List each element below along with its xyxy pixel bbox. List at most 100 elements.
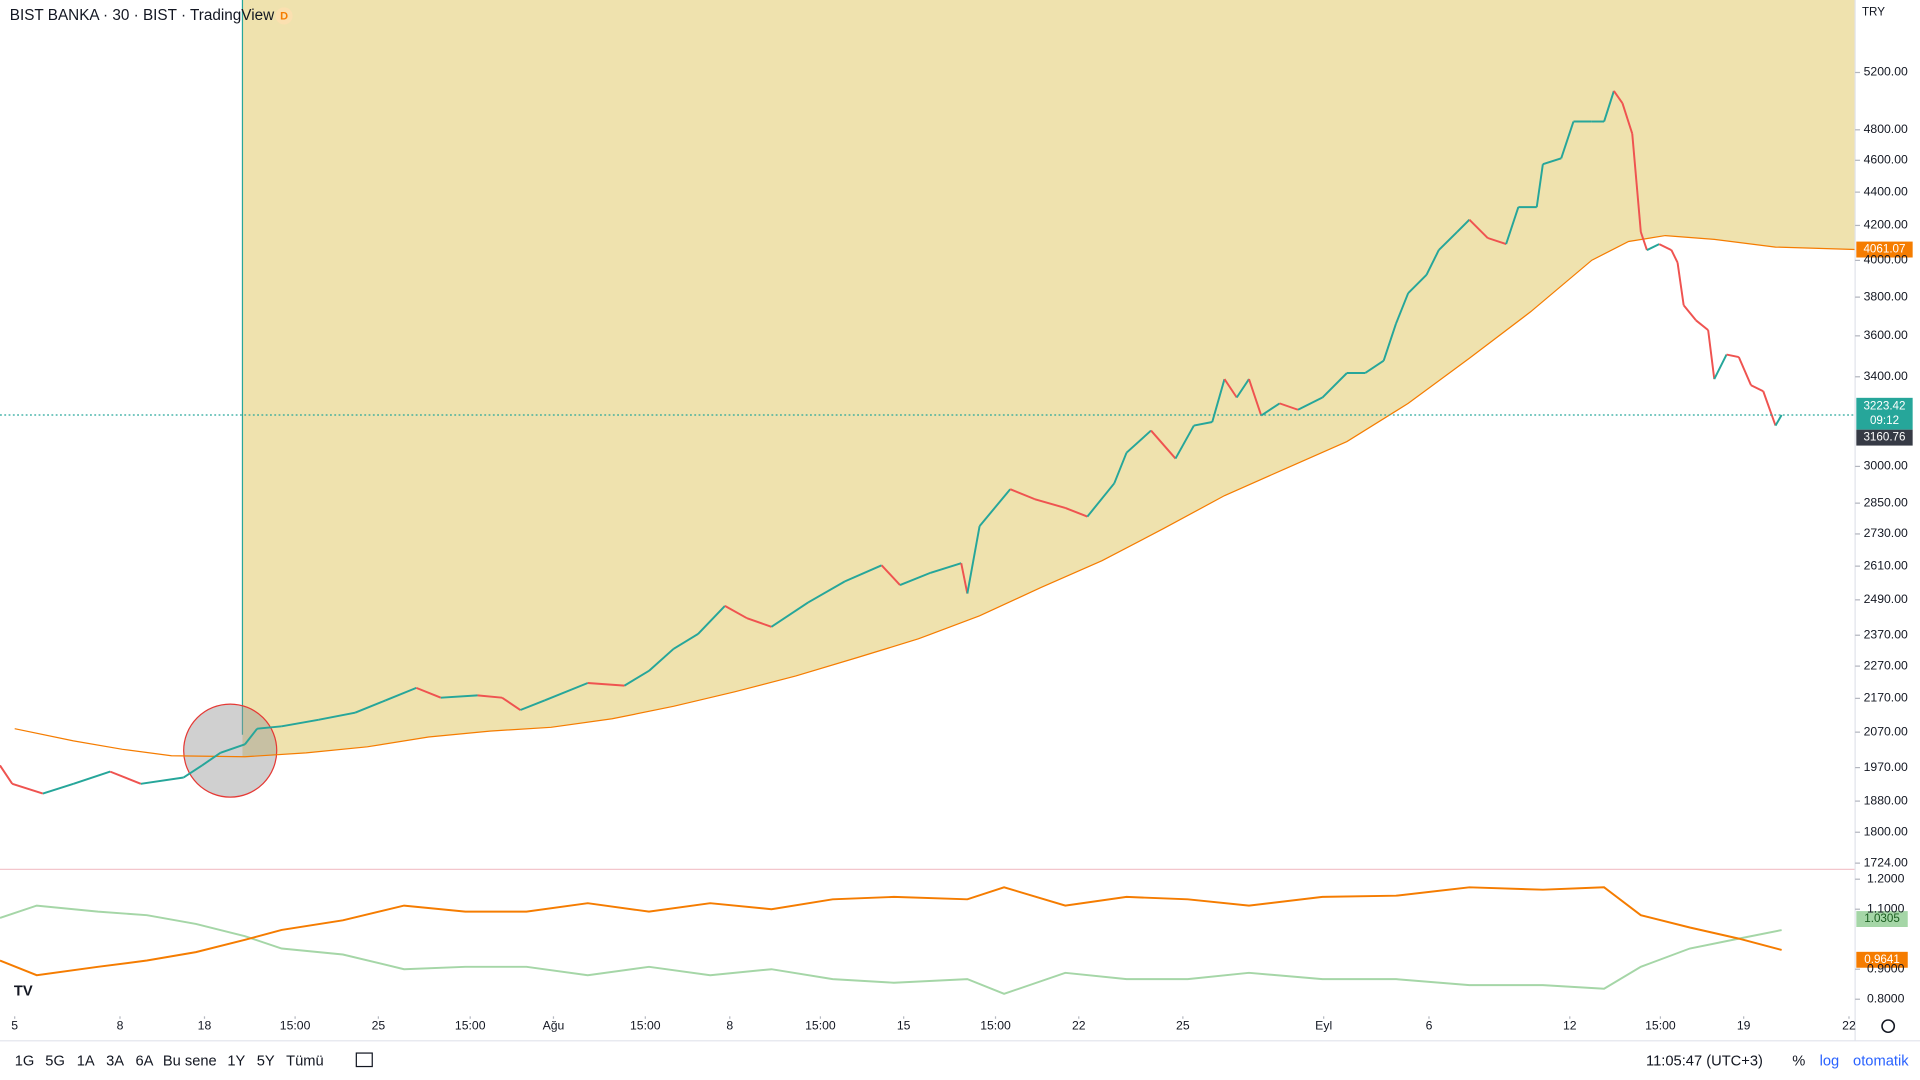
price-segment xyxy=(11,782,44,795)
y-tick-label: 3600.00 xyxy=(1864,328,1908,342)
indicator-label: 0.9641 xyxy=(1864,953,1900,966)
price-segment xyxy=(930,562,962,574)
low-price-label: 3160.76 xyxy=(1863,431,1905,444)
y-tick-label: 1.2000 xyxy=(1867,871,1905,885)
price-segment xyxy=(1382,323,1397,362)
x-tick-label: 22 xyxy=(1842,1018,1856,1032)
highlight-circle xyxy=(183,703,278,798)
price-segment xyxy=(520,699,546,711)
range-button[interactable]: 5G xyxy=(45,1054,65,1070)
badge-bg xyxy=(275,7,293,25)
price-segment xyxy=(623,670,650,687)
price-segment xyxy=(281,718,319,728)
x-tick-label: 15:00 xyxy=(1645,1018,1676,1032)
x-tick-label: 15:00 xyxy=(980,1018,1011,1032)
price-segment xyxy=(807,580,846,604)
price-segment xyxy=(1676,262,1685,306)
y-tick-label: 1.1000 xyxy=(1867,901,1905,915)
price-segment xyxy=(1235,378,1250,399)
badge: D xyxy=(280,10,288,22)
log-toggle[interactable]: log xyxy=(1820,1054,1840,1070)
y-tick-label: 3400.00 xyxy=(1864,369,1908,383)
y-tick-label: 0.9000 xyxy=(1867,961,1905,975)
range-button[interactable]: 3A xyxy=(106,1054,124,1070)
indicator-line xyxy=(0,886,1782,977)
y-tick-label: 1970.00 xyxy=(1864,760,1908,774)
price-segment xyxy=(899,571,931,586)
range-button[interactable]: Tümü xyxy=(286,1054,324,1070)
price-segment xyxy=(1713,354,1728,380)
settings-icon[interactable] xyxy=(1881,1019,1896,1034)
price-segment xyxy=(1364,359,1385,374)
price-segment xyxy=(1682,304,1697,321)
price-segment xyxy=(1505,206,1520,245)
price-segment xyxy=(354,699,387,714)
currency[interactable]: TRY xyxy=(1862,5,1885,18)
price-segment xyxy=(244,728,258,745)
range-button[interactable]: 1A xyxy=(77,1054,95,1070)
price-segment xyxy=(724,605,748,620)
price-segment xyxy=(1248,378,1263,416)
x-tick-label: 8 xyxy=(117,1018,124,1032)
price-segment xyxy=(1737,356,1752,386)
price-segment xyxy=(1695,319,1709,331)
x-tick-label: 12 xyxy=(1563,1018,1577,1032)
price-segment xyxy=(1707,329,1716,380)
ma-label: 4061.07 xyxy=(1863,243,1905,256)
price-segment xyxy=(73,770,111,785)
y-tick-label: 2850.00 xyxy=(1864,495,1908,509)
y-tick-label: 4400.00 xyxy=(1864,184,1908,198)
price-segment xyxy=(1621,102,1634,135)
price-segment xyxy=(960,562,969,594)
percent-toggle[interactable]: % xyxy=(1792,1054,1805,1070)
price-segment xyxy=(587,682,625,687)
price-segment xyxy=(672,633,699,650)
range-button[interactable]: Bu sene xyxy=(163,1054,217,1070)
price-segment xyxy=(1456,218,1471,233)
price-segment xyxy=(1750,384,1764,393)
range-button[interactable]: 6A xyxy=(136,1054,154,1070)
price-segment xyxy=(1487,237,1507,246)
x-tick-label: 18 xyxy=(198,1018,212,1032)
y-tick-label: 4800.00 xyxy=(1864,122,1908,136)
range-button[interactable]: 1Y xyxy=(227,1054,245,1070)
date-range-icon[interactable] xyxy=(355,1052,373,1068)
y-tick-label: 1724.00 xyxy=(1864,855,1908,869)
price-segment xyxy=(1407,274,1428,294)
trend-fill xyxy=(242,0,1856,757)
price-segment xyxy=(1658,243,1672,251)
range-button[interactable]: 5Y xyxy=(257,1054,275,1070)
price-segment xyxy=(477,694,503,699)
y-tick-label: 5200.00 xyxy=(1864,65,1908,79)
price-segment xyxy=(880,564,901,586)
y-tick-label: 0.8000 xyxy=(1867,991,1905,1005)
y-tick-label: 3000.00 xyxy=(1864,459,1908,473)
x-tick-label: 6 xyxy=(1426,1018,1433,1032)
range-button[interactable]: 1G xyxy=(15,1054,35,1070)
price-segment xyxy=(42,782,74,795)
price-segment xyxy=(1086,482,1116,518)
tv-logo: TV xyxy=(9,979,37,1002)
y-tick-label: 2070.00 xyxy=(1864,724,1908,738)
price-segment xyxy=(0,764,14,785)
y-tick-label: 4600.00 xyxy=(1864,153,1908,167)
price-segment xyxy=(1321,372,1348,399)
clock: 11:05:47 (UTC+3) xyxy=(1646,1054,1763,1070)
moving-average xyxy=(14,234,1856,758)
x-tick-label: 25 xyxy=(1176,1018,1190,1032)
indicator-label: 1.0305 xyxy=(1864,912,1900,925)
price-segment xyxy=(1009,488,1036,501)
price-segment xyxy=(966,525,981,594)
x-tick-label: Eyl xyxy=(1315,1018,1332,1032)
x-tick-label: 15:00 xyxy=(280,1018,311,1032)
price-segment xyxy=(1535,164,1544,208)
price-segment xyxy=(1113,452,1128,484)
price-segment xyxy=(201,752,221,767)
indicator-label-bg xyxy=(1856,951,1908,968)
auto-toggle[interactable]: otomatik xyxy=(1853,1054,1909,1070)
y-tick-label: 4000.00 xyxy=(1864,253,1908,267)
price-segment xyxy=(109,770,142,785)
price-segment xyxy=(220,743,246,754)
indicator-line xyxy=(0,904,1782,995)
